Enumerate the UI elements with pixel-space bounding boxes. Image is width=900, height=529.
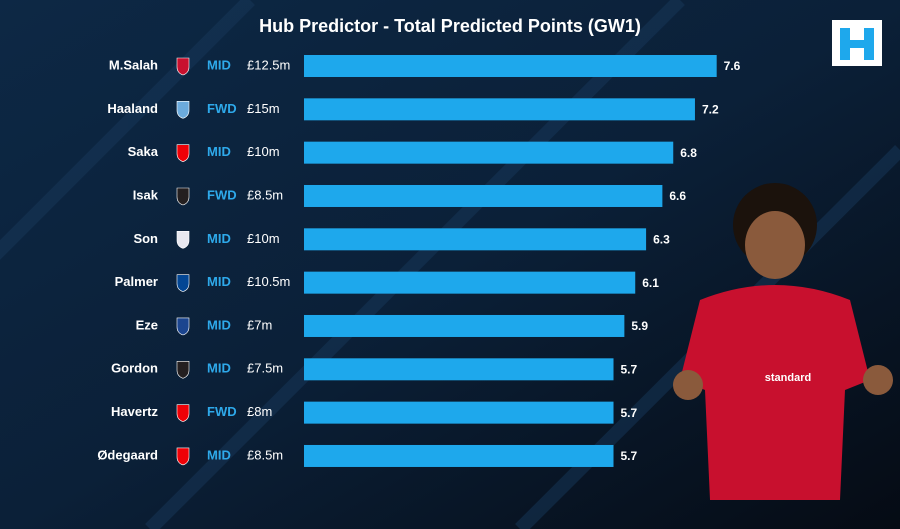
position: MID xyxy=(207,231,231,246)
bar xyxy=(304,141,674,164)
price: £7m xyxy=(247,317,272,332)
player-name: Eze xyxy=(136,317,158,332)
club-badge xyxy=(176,317,190,336)
bar xyxy=(304,401,614,424)
price: £10m xyxy=(247,144,280,159)
value-label: 6.3 xyxy=(653,232,670,246)
position: MID xyxy=(207,144,231,159)
player-name: Gordon xyxy=(111,361,158,376)
club-badge xyxy=(176,101,190,119)
position: MID xyxy=(207,57,231,72)
player-name: Son xyxy=(133,231,158,246)
club-badge xyxy=(176,57,190,76)
value-label: 6.8 xyxy=(680,146,697,160)
player-name: Isak xyxy=(133,187,159,202)
bar xyxy=(304,358,614,381)
club-badge xyxy=(176,187,190,206)
position: MID xyxy=(207,361,231,376)
value-label: 7.6 xyxy=(724,59,741,73)
club-badge xyxy=(176,404,190,422)
bar xyxy=(304,98,695,121)
price: £10.5m xyxy=(247,274,290,289)
value-label: 5.7 xyxy=(621,449,638,463)
bar xyxy=(304,55,717,77)
value-label: 5.9 xyxy=(631,319,648,333)
sponsor-text: standard xyxy=(765,372,811,384)
price: £15m xyxy=(247,101,280,116)
position: MID xyxy=(207,447,231,462)
club-badge xyxy=(176,144,190,162)
player-photo: standard xyxy=(673,183,893,500)
player-name: Palmer xyxy=(115,274,158,289)
player-name: Haaland xyxy=(107,101,158,116)
position: MID xyxy=(207,274,231,289)
price: £12.5m xyxy=(247,57,290,72)
bar xyxy=(304,271,636,294)
club-badge xyxy=(176,447,190,466)
value-label: 5.7 xyxy=(621,406,638,420)
value-label: 6.6 xyxy=(669,189,686,203)
player-name: Saka xyxy=(128,144,159,159)
position: FWD xyxy=(207,101,237,116)
bar xyxy=(304,444,614,467)
position: FWD xyxy=(207,187,237,202)
player-name: Ødegaard xyxy=(97,447,158,462)
bar xyxy=(304,184,663,207)
value-label: 6.1 xyxy=(642,276,659,290)
price: £8.5m xyxy=(247,447,283,462)
club-badge xyxy=(176,361,190,379)
value-label: 7.2 xyxy=(702,103,719,117)
price: £7.5m xyxy=(247,361,283,376)
club-badge xyxy=(176,274,190,292)
club-badge xyxy=(176,231,190,249)
position: MID xyxy=(207,317,231,332)
price: £10m xyxy=(247,231,280,246)
price: £8m xyxy=(247,404,272,419)
player-name: Havertz xyxy=(111,404,158,419)
player-name: M.Salah xyxy=(109,57,158,72)
chart-title: Hub Predictor - Total Predicted Points (… xyxy=(259,16,641,36)
bar xyxy=(304,314,625,337)
logo xyxy=(832,20,882,66)
price: £8.5m xyxy=(247,187,283,202)
position: FWD xyxy=(207,404,237,419)
bar xyxy=(304,228,647,251)
value-label: 5.7 xyxy=(621,362,638,376)
